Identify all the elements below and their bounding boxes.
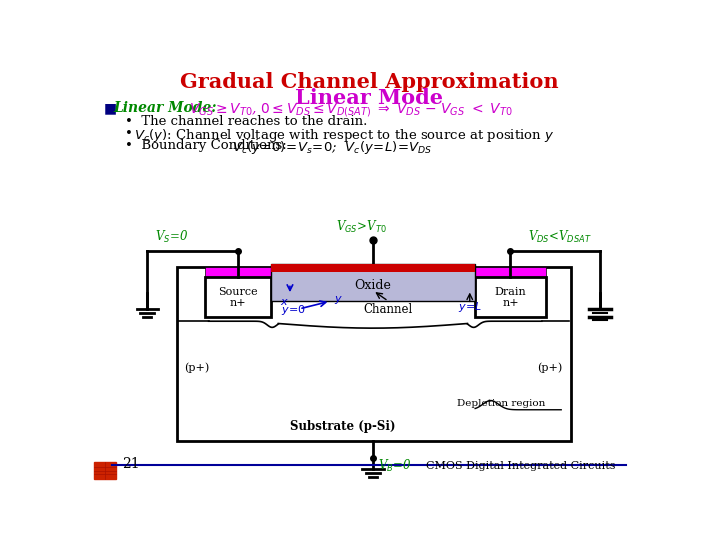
Bar <box>475 267 546 278</box>
Text: $y\!=\!0$: $y\!=\!0$ <box>282 303 307 318</box>
Text: ■: ■ <box>104 102 117 116</box>
Text: $y\!=\!L$: $y\!=\!L$ <box>457 300 482 314</box>
Text: Substrate (p-Si): Substrate (p-Si) <box>290 420 395 433</box>
Bar <box>94 462 116 479</box>
Bar <box>271 278 475 287</box>
Text: V$_B$=0: V$_B$=0 <box>377 457 411 474</box>
Text: $y$: $y$ <box>334 294 343 306</box>
Text: CMOS Digital Integrated Circuits: CMOS Digital Integrated Circuits <box>426 461 616 470</box>
Bar <box>475 278 546 318</box>
Text: $V_{GS}$$\geq$$V_{T0}$, $0$$\leq$$V_{DS}$$\leq$$V_{D(SAT)}$ $\Rightarrow$ $V_{DS: $V_{GS}$$\geq$$V_{T0}$, $0$$\leq$$V_{DS}… <box>189 101 513 119</box>
Bar <box>204 267 271 278</box>
Text: Linear Mode: Linear Mode <box>295 88 443 108</box>
Text: V$_{DS}$<V$_{DSAT}$: V$_{DS}$<V$_{DSAT}$ <box>528 229 593 245</box>
Text: Drain
n+: Drain n+ <box>495 287 526 308</box>
Bar <box>204 278 271 318</box>
Text: (p+): (p+) <box>538 362 563 373</box>
Bar <box>177 267 570 441</box>
Text: $x$: $x$ <box>280 296 289 307</box>
Text: •  The channel reaches to the drain.: • The channel reaches to the drain. <box>125 115 367 128</box>
Bar <box>271 264 475 272</box>
Text: Channel: Channel <box>364 303 413 316</box>
Text: •  Boundary Conditions:: • Boundary Conditions: <box>125 139 291 152</box>
Text: $V_c(y\!=\!0)\!=\!V_s\!=\!0$;  $V_c(y\!=\!L)\!=\!V_{DS}$: $V_c(y\!=\!0)\!=\!V_s\!=\!0$; $V_c(y\!=\… <box>232 139 432 157</box>
Text: Depletion region: Depletion region <box>456 399 545 408</box>
Text: (p+): (p+) <box>184 362 210 373</box>
Text: V$_S$=0: V$_S$=0 <box>155 229 188 245</box>
Text: 21: 21 <box>122 457 140 470</box>
Bar <box>271 264 475 301</box>
Text: $V_c(y)$: Channel voltage with respect to the source at position $y$: $V_c(y)$: Channel voltage with respect t… <box>134 127 554 144</box>
Text: Gradual Channel Approximation: Gradual Channel Approximation <box>180 72 558 92</box>
Text: Linear Mode:: Linear Mode: <box>113 101 222 115</box>
Text: V$_{GS}$>V$_{T0}$: V$_{GS}$>V$_{T0}$ <box>336 219 387 235</box>
Text: Source
n+: Source n+ <box>218 287 258 308</box>
Text: •: • <box>125 127 141 140</box>
Text: Oxide: Oxide <box>354 279 391 292</box>
